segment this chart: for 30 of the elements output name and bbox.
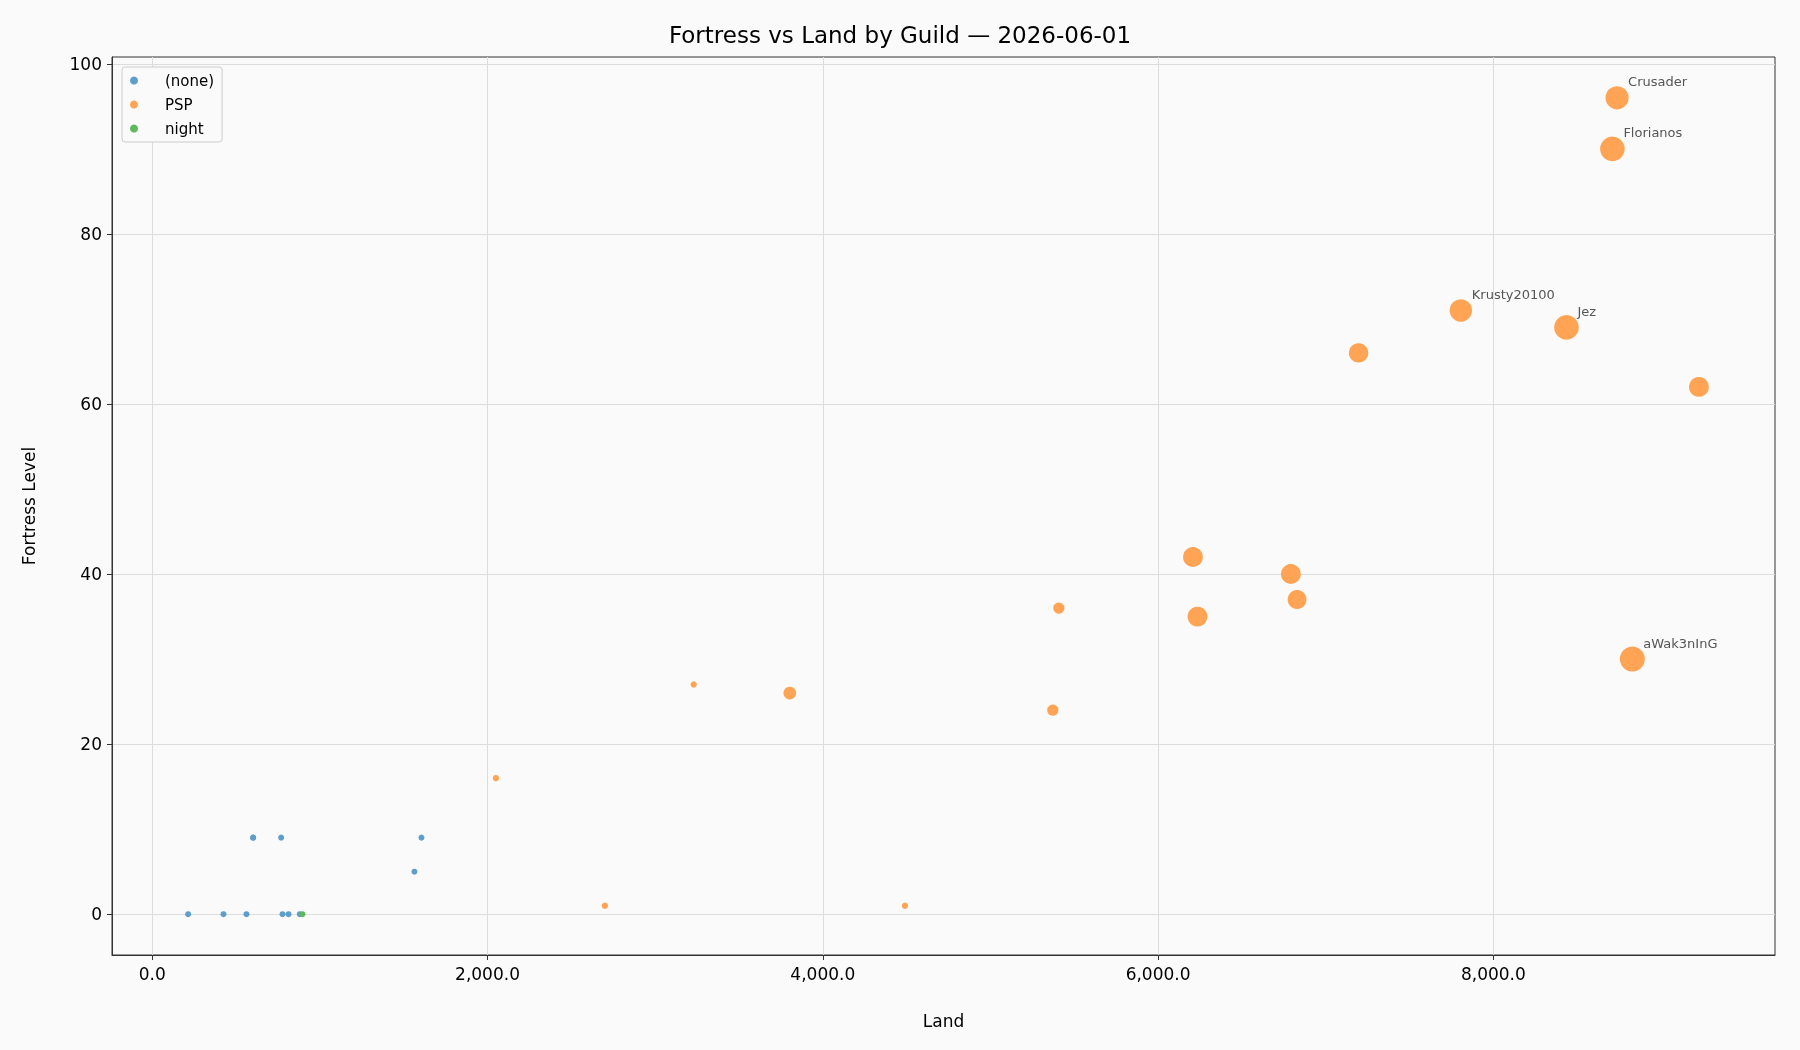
x-tick-label: 4,000.0 — [790, 963, 856, 984]
y-tick-label: 100 — [69, 53, 102, 74]
point — [411, 868, 418, 875]
x-tick-label: 8,000.0 — [1460, 963, 1526, 984]
y-axis-title: Fortress Level — [18, 446, 39, 566]
y-tick-label: 20 — [80, 734, 102, 755]
legend-label: (none) — [165, 71, 215, 90]
x-tick-label: 6,000.0 — [1125, 963, 1191, 984]
x-axis-title: Land — [922, 1010, 965, 1031]
point — [243, 911, 250, 918]
point — [185, 911, 192, 918]
x-tick-label: 2,000.0 — [455, 963, 520, 984]
y-tick-label: 80 — [80, 223, 102, 244]
y-tick-label: 40 — [80, 564, 102, 585]
y-tick-label: 0 — [91, 904, 102, 925]
chart-title: Fortress vs Land by Guild — 2026-06-01 — [668, 21, 1132, 48]
annotation: Jez — [1576, 303, 1597, 319]
annotation: Krusty20100 — [1471, 286, 1555, 302]
x-tick-label: 0.0 — [138, 963, 166, 984]
annotation: aWak3nInG — [1643, 635, 1718, 651]
point — [220, 911, 227, 918]
legend-label: night — [165, 119, 204, 138]
point — [278, 834, 285, 841]
annotation: Florianos — [1623, 125, 1683, 141]
point — [285, 911, 292, 918]
point — [279, 911, 286, 918]
annotation: Crusader — [1628, 74, 1688, 90]
point — [418, 834, 425, 841]
y-tick-label: 60 — [80, 393, 102, 414]
legend-label: PSP — [165, 95, 193, 114]
